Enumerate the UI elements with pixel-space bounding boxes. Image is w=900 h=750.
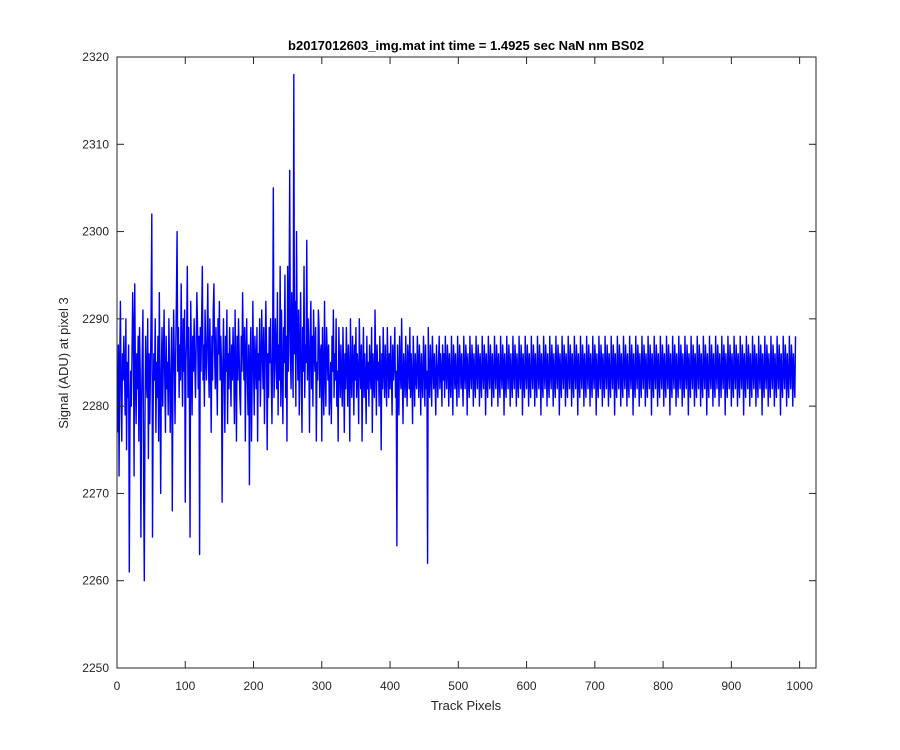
x-tick-label: 1000 — [786, 679, 813, 693]
series-layer — [116, 73, 797, 582]
series-line-1 — [116, 73, 797, 582]
y-axis-ticks: 2250 2260 2270 2280 2290 2300 2310 2320 — [82, 50, 816, 675]
x-tick-label: 600 — [517, 679, 537, 693]
x-tick-label: 900 — [721, 679, 741, 693]
y-tick-label: 2280 — [82, 399, 109, 413]
y-tick-label: 2320 — [82, 50, 109, 64]
y-tick-label: 2290 — [82, 312, 109, 326]
y-axis-label: Signal (ADU) at pixel 3 — [56, 297, 71, 429]
y-tick-label: 2310 — [82, 137, 109, 151]
y-tick-label: 2300 — [82, 225, 109, 239]
x-tick-label: 300 — [312, 679, 332, 693]
x-axis-ticks: 0 100 200 300 400 500 600 700 800 900 1000 — [114, 57, 813, 693]
y-tick-label: 2260 — [82, 574, 109, 588]
chart-title: b2017012603_img.mat int time = 1.4925 se… — [288, 38, 644, 53]
y-tick-label: 2270 — [82, 486, 109, 500]
plot-frame — [116, 56, 817, 669]
x-tick-label: 700 — [585, 679, 605, 693]
x-tick-label: 800 — [653, 679, 673, 693]
x-tick-label: 200 — [244, 679, 264, 693]
x-tick-label: 100 — [175, 679, 195, 693]
x-tick-label: 500 — [448, 679, 468, 693]
y-tick-label: 2250 — [82, 661, 109, 675]
x-tick-label: 400 — [380, 679, 400, 693]
x-axis-label: Track Pixels — [431, 698, 502, 713]
x-tick-label: 0 — [114, 679, 121, 693]
